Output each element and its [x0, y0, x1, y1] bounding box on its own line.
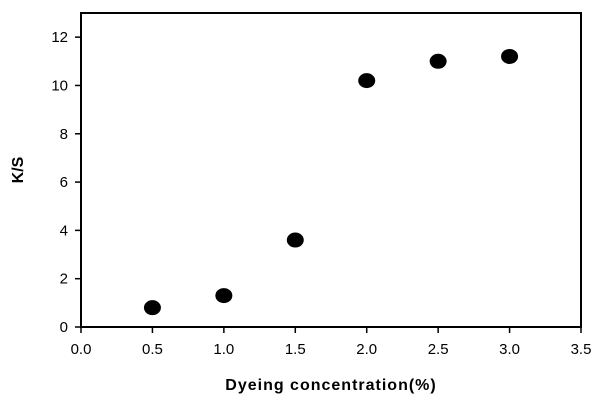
axes-layer [80, 12, 582, 328]
x-tick-label: 1.5 [285, 341, 306, 358]
data-point [501, 48, 519, 64]
x-tick-label: 2.5 [428, 341, 449, 358]
y-axis-ticks: 0 2 4 6 8 10 12 [51, 29, 81, 336]
y-tick-label: 6 [60, 174, 68, 191]
y-tick-label: 12 [51, 29, 68, 46]
x-axis-ticks: 0.0 0.5 1.0 1.5 2.0 2.5 3.0 3.5 [71, 327, 592, 358]
y-axis-title: K/S [10, 156, 27, 183]
plot-frame [80, 12, 582, 328]
x-tick-label: 2.0 [356, 341, 377, 358]
data-point [143, 300, 161, 316]
x-tick-label: 1.0 [213, 341, 234, 358]
y-tick-label: 2 [60, 271, 68, 288]
x-tick-label: 0.5 [142, 341, 163, 358]
x-tick-label: 3.0 [499, 341, 520, 358]
y-tick-label: 4 [60, 222, 68, 239]
y-tick-label: 10 [51, 77, 68, 94]
y-tick-label: 8 [60, 126, 68, 143]
x-tick-label: 3.5 [571, 341, 592, 358]
x-tick-label: 0.0 [71, 341, 92, 358]
y-tick-label: 0 [60, 319, 68, 336]
data-point [358, 73, 376, 89]
data-point [215, 288, 233, 304]
data-point [286, 232, 304, 248]
x-axis-title: Dyeing concentration(%) [225, 377, 436, 394]
data-point [429, 53, 447, 69]
data-points [143, 48, 519, 316]
